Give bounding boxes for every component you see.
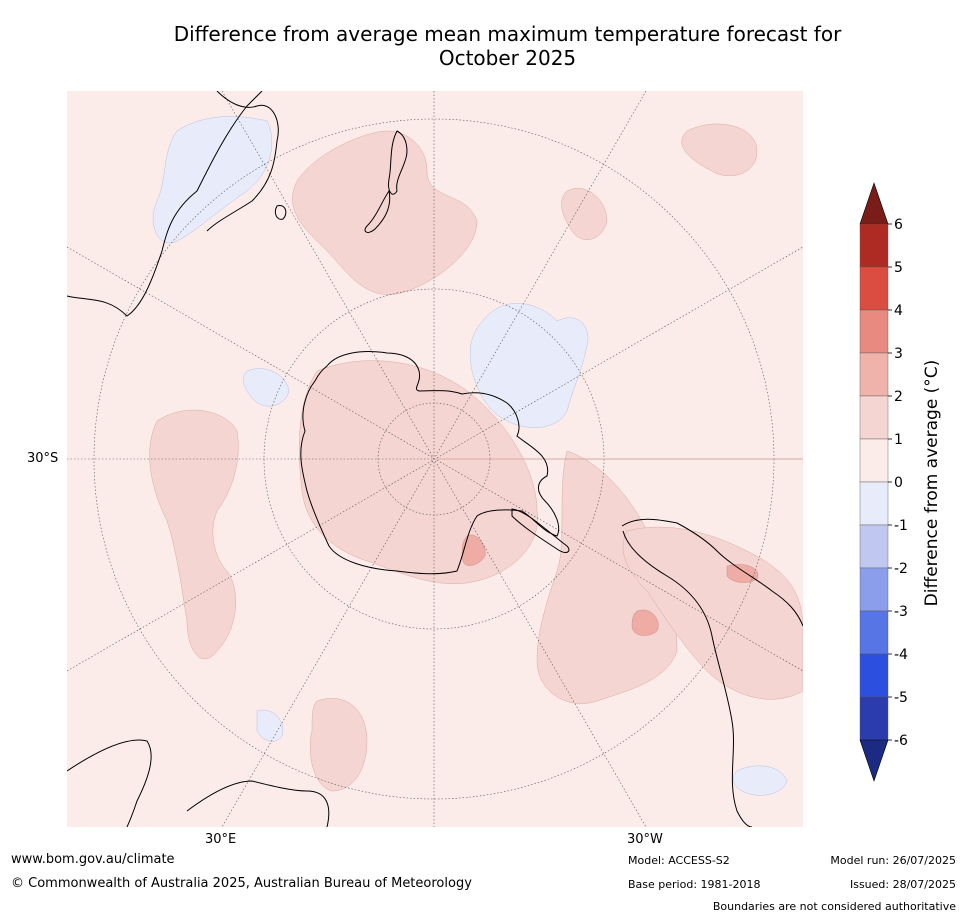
colorbar-label-text: Difference from average (°C) <box>922 359 942 607</box>
colorbar-extend-high <box>859 182 889 225</box>
coastlines <box>67 91 803 827</box>
anomaly-region-s-africa-cool <box>256 709 284 742</box>
colorbar-extend-low <box>859 739 889 782</box>
footer-model-run: Model run: 26/07/2025 <box>830 854 956 867</box>
colorbar-bin <box>859 395 889 440</box>
colorbar-bin <box>859 438 889 483</box>
anomaly-region-atlantic-cool <box>733 765 788 796</box>
colorbar-bin <box>859 266 889 311</box>
lat-label-30s: 30°S <box>27 451 59 466</box>
colorbar-tick-label: -2 <box>894 561 908 577</box>
footer-url: www.bom.gov.au/climate <box>11 852 175 867</box>
colorbar-label: Difference from average (°C) <box>922 333 942 633</box>
colorbar-bin <box>859 610 889 655</box>
colorbar-tick-label: 6 <box>894 217 903 233</box>
colorbar-bin <box>859 309 889 354</box>
coastline-africa <box>67 739 152 827</box>
coastline-nz-south <box>364 189 391 233</box>
colorbar-tick-label: 2 <box>894 389 903 405</box>
anomaly-warm-1to2 <box>149 123 803 792</box>
anomaly-region-indian <box>149 409 239 660</box>
colorbar-bin <box>859 567 889 612</box>
colorbar-tick-label: -5 <box>894 690 908 706</box>
footer-disclaimer: Boundaries are not considered authoritat… <box>712 900 956 913</box>
colorbar-tick-label: -6 <box>894 733 908 749</box>
anomaly-region-peninsula-hot <box>461 534 486 566</box>
anomaly-cool-0to-1 <box>152 116 788 796</box>
anomaly-region-indian-cool <box>243 368 290 407</box>
anomaly-region-weddell-cool <box>469 303 589 428</box>
colorbar-bin <box>859 653 889 698</box>
chart-title: Difference from average mean maximum tem… <box>60 22 955 70</box>
footer-issued: Issued: 28/07/2025 <box>849 878 956 891</box>
forecast-map <box>67 91 803 827</box>
colorbar-bin <box>859 524 889 569</box>
coastline-antarctic-peninsula <box>511 508 570 553</box>
colorbar-bin <box>859 481 889 526</box>
anomaly-region-patagonia-hot <box>631 609 659 636</box>
anomaly-region-nz <box>292 130 478 295</box>
title-line-1: Difference from average mean maximum tem… <box>173 22 842 46</box>
anomaly-region-brazil-hot <box>726 564 759 583</box>
coastline-south-america-2 <box>622 530 753 827</box>
colorbar-bin <box>859 223 889 268</box>
lon-label-30w: 30°W <box>627 832 663 847</box>
anomaly-warm-2to3 <box>461 534 759 636</box>
colorbar-tick-label: 5 <box>894 260 903 276</box>
coastline-australia-north <box>206 91 279 232</box>
coastline-nz-north <box>388 130 408 195</box>
coastline-south-america <box>621 518 803 627</box>
coastline-antarctica <box>300 351 560 575</box>
footer-copyright: © Commonwealth of Australia 2025, Austra… <box>11 876 472 891</box>
anomaly-region-pacific-2 <box>681 123 758 177</box>
coastline-tasmania <box>274 204 287 220</box>
footer-model: Model: ACCESS-S2 <box>628 854 730 867</box>
colorbar-bin <box>859 352 889 397</box>
coastline-madagascar <box>186 780 330 827</box>
title-line-2: October 2025 <box>438 46 577 70</box>
colorbar-tick-label: 3 <box>894 346 903 362</box>
colorbar-tick-label: 0 <box>894 475 903 491</box>
anomaly-region-antarctica <box>298 360 538 584</box>
colorbar-tick-label: 1 <box>894 432 903 448</box>
coastline-australia <box>67 91 263 317</box>
footer-base-period: Base period: 1981-2018 <box>628 878 761 891</box>
colorbar: 6 5 4 3 2 1 0 -1 -2 -3 -4 -5 -6 <box>859 182 908 782</box>
colorbar-tick-label: -4 <box>894 647 908 663</box>
colorbar-tick-label: -3 <box>894 604 908 620</box>
colorbar-tick-label: -1 <box>894 518 908 534</box>
colorbar-bins <box>859 182 889 782</box>
colorbar-bin <box>859 696 889 741</box>
colorbar-ticks: 6 5 4 3 2 1 0 -1 -2 -3 -4 -5 -6 <box>888 217 908 749</box>
anomaly-region-south-america <box>622 526 803 700</box>
colorbar-tick-label: 4 <box>894 303 903 319</box>
anomaly-region-pacific-1 <box>561 188 608 240</box>
lon-label-30e: 30°E <box>205 832 237 847</box>
anomaly-region-south-indian <box>309 698 368 792</box>
anomaly-region-australia-cool <box>152 116 273 244</box>
